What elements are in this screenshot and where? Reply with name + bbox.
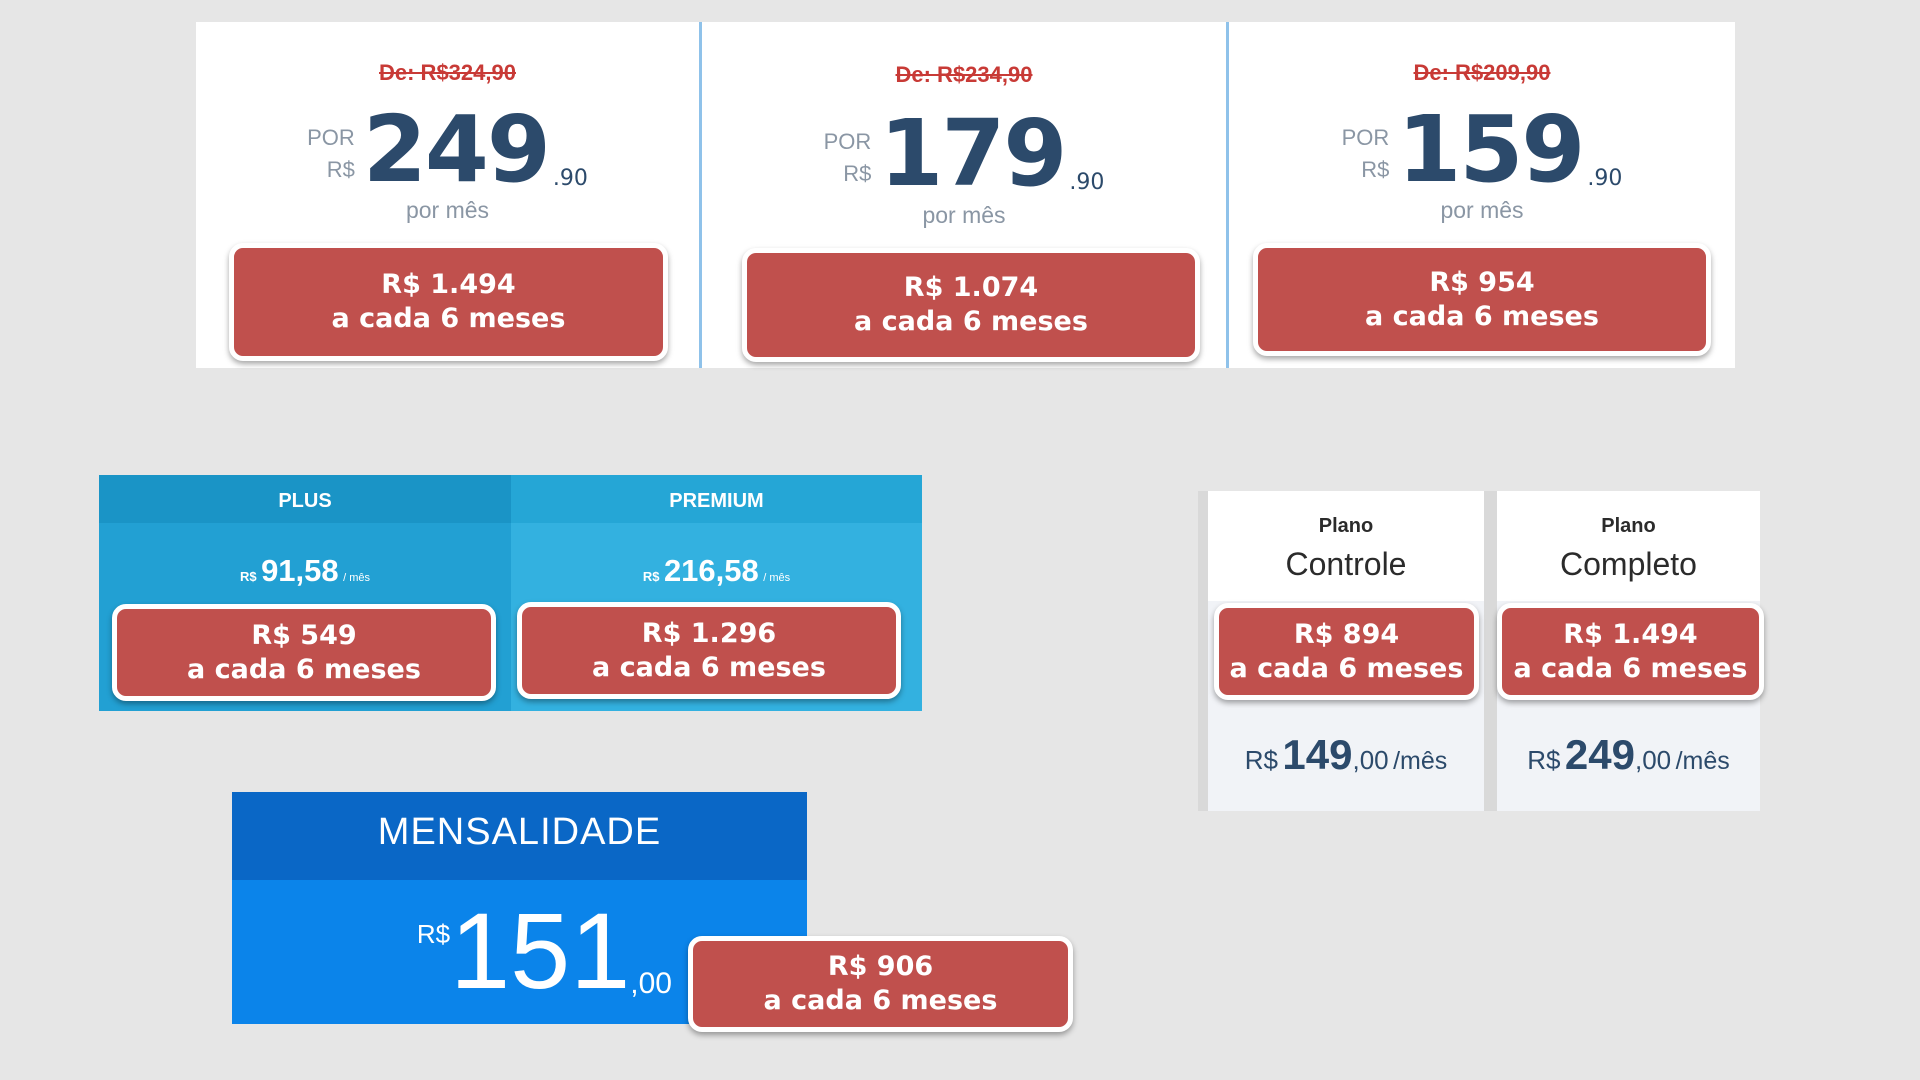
six-month-price-button[interactable]: R$ 906 a cada 6 meses <box>688 936 1073 1032</box>
plan-name: Completo <box>1560 546 1697 582</box>
price-value: 249 <box>362 96 551 203</box>
six-month-price-button[interactable]: R$ 1.494 a cada 6 meses <box>229 243 668 361</box>
cta-price: R$ 1.494 <box>381 269 516 300</box>
unit-label: / mês <box>763 572 791 584</box>
currency-label: R$ <box>416 919 451 949</box>
six-month-price-button[interactable]: R$ 894 a cada 6 meses <box>1214 603 1479 700</box>
currency-label: R$ <box>1361 157 1390 182</box>
card-divider <box>1226 22 1229 368</box>
price-value: 249 <box>1564 731 1635 778</box>
price-value: 149 <box>1282 731 1353 778</box>
unit-label: /mês <box>1393 747 1448 775</box>
six-month-price-button[interactable]: R$ 954 a cada 6 meses <box>1253 243 1711 356</box>
price-block: POR R$ 249 .90 <box>196 104 699 196</box>
plan-header: PREMIUM <box>511 475 922 523</box>
six-month-price-button[interactable]: R$ 1.494 a cada 6 meses <box>1497 603 1764 700</box>
currency-label: R$ <box>1527 745 1561 775</box>
price-value: 159 <box>1397 96 1585 203</box>
six-month-price-button[interactable]: R$ 1.296 a cada 6 meses <box>517 602 901 699</box>
unit-label: / mês <box>343 572 370 584</box>
monthly-price: R$ 249,00 /mês <box>1497 731 1760 779</box>
price-value: 151 <box>450 890 631 1011</box>
mensalidade-title: MENSALIDADE <box>232 792 807 880</box>
cta-price: R$ 1.494 <box>1563 618 1698 650</box>
old-price: De: R$209,90 <box>1413 60 1551 85</box>
currency-label: R$ <box>843 161 872 186</box>
six-month-price-button[interactable]: R$ 549 a cada 6 meses <box>112 604 496 701</box>
mensalidade-card: MENSALIDADE R$ 151 ,00 <box>232 792 807 1024</box>
cta-period: a cada 6 meses <box>763 985 998 1016</box>
cta-price: R$ 906 <box>827 951 934 982</box>
cta-price: R$ 1.296 <box>641 617 777 649</box>
cta-price: R$ 894 <box>1293 618 1400 650</box>
price-cents: .90 <box>1587 166 1623 191</box>
monthly-price: R$ 91,58 / mês <box>99 553 511 589</box>
card-border <box>1484 491 1497 811</box>
plan-name: Controle <box>1285 546 1407 582</box>
price-block: POR R$ 179 .90 <box>702 108 1226 200</box>
price-cents: .90 <box>552 166 588 191</box>
cta-price: R$ 549 <box>251 619 357 651</box>
currency-label: R$ <box>326 157 355 182</box>
six-month-price-button[interactable]: R$ 1.074 a cada 6 meses <box>742 248 1200 362</box>
old-price: De: R$324,90 <box>379 60 516 85</box>
por-label: POR <box>1341 125 1390 150</box>
monthly-price: R$ 216,58 / mês <box>511 553 922 589</box>
monthly-price: R$ 151 ,00 <box>232 897 672 1005</box>
cta-period: a cada 6 meses <box>187 653 421 685</box>
cta-period: a cada 6 meses <box>854 306 1088 337</box>
plan-label: Plano <box>1601 515 1656 537</box>
por-label: POR <box>307 125 355 150</box>
cta-price: R$ 1.074 <box>903 272 1039 303</box>
unit-label: /mês <box>1675 747 1730 775</box>
currency-label: R$ <box>1244 745 1278 775</box>
price-value: 216,58 <box>663 553 759 588</box>
price-cents: .90 <box>1069 170 1105 195</box>
por-label: POR <box>823 129 872 154</box>
cta-period: a cada 6 meses <box>592 651 826 683</box>
old-price: De: R$234,90 <box>895 62 1033 87</box>
period-label: por mês <box>1440 197 1524 223</box>
price-block: POR R$ 159 .90 <box>1229 104 1735 196</box>
plan-label: Plano <box>1318 515 1374 537</box>
cta-period: a cada 6 meses <box>1513 652 1748 684</box>
plan-header: PLUS <box>99 475 511 523</box>
period-label: por mês <box>405 197 490 223</box>
card-border <box>1198 491 1208 811</box>
card-divider <box>699 22 702 368</box>
price-cents: ,00 <box>1634 745 1672 775</box>
cta-price: R$ 954 <box>1429 266 1535 298</box>
cta-period: a cada 6 meses <box>1229 652 1464 684</box>
price-cents: ,00 <box>630 967 672 1000</box>
period-label: por mês <box>922 202 1006 228</box>
price-cents: ,00 <box>1352 745 1389 775</box>
currency-label: R$ <box>239 569 257 584</box>
cta-period: a cada 6 meses <box>1365 300 1599 332</box>
currency-label: R$ <box>642 569 660 584</box>
cta-period: a cada 6 meses <box>331 303 566 334</box>
price-value: 179 <box>879 100 1067 207</box>
monthly-price: R$ 149,00 /mês <box>1208 731 1484 779</box>
price-value: 91,58 <box>261 553 339 588</box>
